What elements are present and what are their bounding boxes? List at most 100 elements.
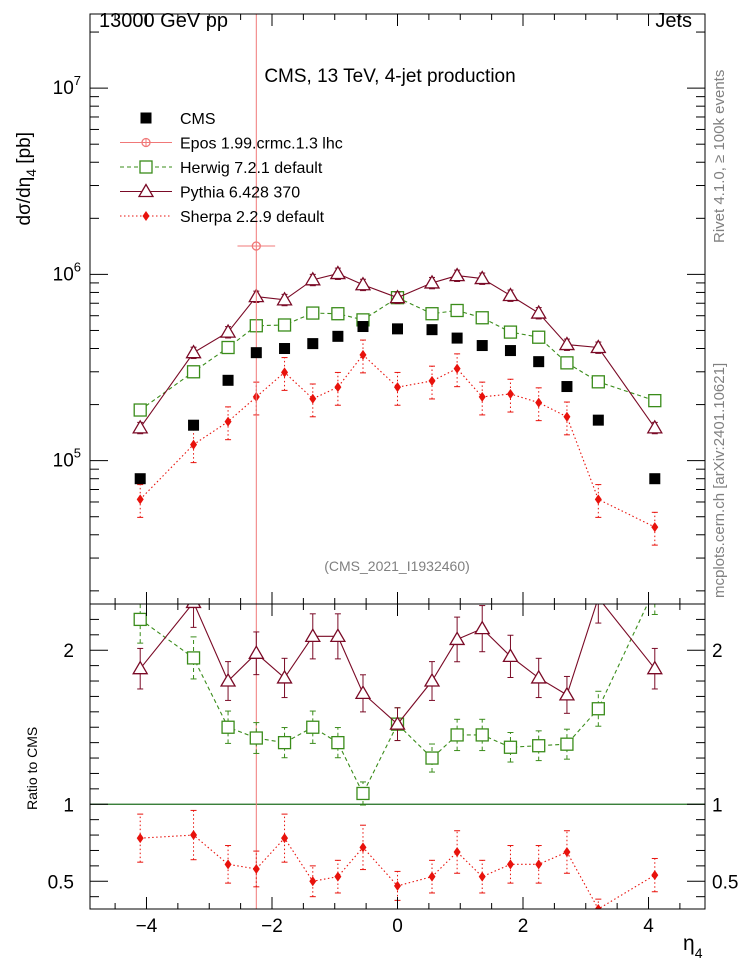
data-point	[277, 318, 292, 332]
data-point	[502, 287, 519, 302]
data-point	[533, 356, 545, 368]
data-point	[359, 349, 367, 360]
data-point	[224, 416, 232, 427]
data-point	[334, 382, 342, 393]
x-tick-label: 0	[392, 916, 403, 937]
x-axis-label: η4	[683, 932, 703, 961]
data-point	[332, 330, 344, 342]
data-point	[250, 347, 262, 359]
ratio-point	[252, 863, 260, 874]
data-point	[185, 344, 202, 359]
ratio-point	[359, 842, 367, 853]
ratio-point	[306, 720, 320, 734]
ratio-point	[506, 859, 514, 870]
legend-item: CMS	[140, 111, 216, 128]
ratio-point	[329, 628, 347, 642]
main-y-tick-label: 105	[53, 446, 81, 472]
data-point	[530, 304, 547, 319]
ratio-point	[450, 728, 464, 742]
ratio-y-axis-label: Ratio to CMS	[24, 727, 40, 810]
ratio-y-tick-label-right: 1	[712, 795, 723, 816]
x-tick-label: −2	[261, 916, 283, 937]
ratio-point	[249, 731, 263, 745]
ratio-point	[309, 876, 317, 887]
series-pythia	[132, 265, 663, 435]
data-point	[222, 374, 234, 386]
ratio-point	[651, 870, 659, 881]
rivet-label: Rivet 4.1.0, ≥ 100k events	[711, 70, 728, 243]
data-point	[476, 340, 488, 352]
ratio-point	[535, 859, 543, 870]
svg-text:mcplots.cern.ch [arXiv:2401.10: mcplots.cern.ch [arXiv:2401.10621]	[711, 363, 728, 598]
ratio-point	[389, 715, 406, 730]
legend-item: Epos 1.99.crmc.1.3 lhc	[120, 136, 343, 153]
ratio-point	[354, 685, 372, 699]
data-point	[133, 403, 147, 417]
legend-label: Sherpa 2.2.9 default	[180, 209, 325, 226]
ratio-point	[356, 786, 370, 801]
data-point	[558, 336, 576, 351]
legend-label: Herwig 7.2.1 default	[180, 160, 323, 177]
ratio-point	[133, 612, 147, 627]
ratio-series-sherpa	[136, 809, 659, 909]
ratio-point	[474, 620, 491, 635]
series-cms	[134, 321, 661, 485]
ratio-point	[558, 686, 576, 701]
ratio-point	[425, 751, 439, 765]
data-point	[478, 391, 486, 402]
data-point	[592, 414, 604, 426]
data-point	[561, 381, 573, 393]
data-point	[221, 340, 235, 355]
svg-text:Ratio to CMS: Ratio to CMS	[24, 727, 40, 810]
ratio-series-pythia	[132, 604, 663, 742]
ratio-point	[219, 672, 237, 687]
data-point	[392, 323, 403, 335]
svg-text:dσ/dη4 [pb]: dσ/dη4 [pb]	[14, 132, 39, 226]
data-point	[190, 439, 198, 450]
data-point	[646, 419, 663, 434]
analysis-id: (CMS_2021_I1932460)	[324, 558, 470, 574]
ratio-point	[394, 880, 401, 891]
x-tick-label: −4	[136, 916, 158, 937]
series-epos	[237, 14, 276, 604]
ratio-point	[428, 871, 436, 882]
header-right: Jets	[655, 10, 692, 32]
ratio-point	[423, 672, 441, 687]
chart-title: CMS, 13 TeV, 4-jet production	[264, 66, 515, 87]
x-tick-label: 4	[643, 916, 654, 937]
ratio-y-tick-label: 2	[63, 641, 74, 662]
ratio-y-tick-label-right: 0.5	[712, 872, 738, 893]
data-point	[426, 324, 438, 336]
ratio-point	[594, 904, 602, 909]
data-point	[453, 363, 461, 374]
legend-marker	[139, 160, 153, 174]
data-point	[503, 325, 518, 339]
ratio-point	[563, 847, 571, 858]
legend-item: Herwig 7.2.1 default	[120, 160, 323, 177]
data-point	[329, 265, 347, 280]
ratio-point	[530, 669, 547, 684]
ratio-point	[478, 871, 486, 882]
data-point	[281, 367, 289, 378]
data-point	[648, 393, 662, 408]
ratio-point	[136, 833, 144, 844]
main-panel: 105 106 107	[53, 13, 706, 605]
ratio-point	[132, 660, 149, 675]
ratio-point	[503, 740, 518, 754]
data-point	[354, 276, 372, 291]
ratio-line-herwig	[139, 604, 649, 795]
data-point	[132, 419, 149, 434]
ratio-point	[248, 645, 265, 659]
data-point	[532, 330, 546, 344]
legend-label: CMS	[180, 111, 216, 128]
mcplots-label: mcplots.cern.ch [arXiv:2401.10621]	[711, 363, 728, 598]
data-point	[594, 494, 602, 505]
ratio-point	[334, 871, 342, 882]
ratio-point	[185, 604, 202, 609]
ratio-point	[186, 651, 201, 665]
svg-text:Rivet 4.1.0, ≥ 100k events: Rivet 4.1.0, ≥ 100k events	[711, 70, 728, 243]
ratio-y-tick-label-right: 2	[712, 641, 723, 662]
data-point	[357, 321, 369, 333]
legend-item: Sherpa 2.2.9 default	[120, 209, 325, 226]
